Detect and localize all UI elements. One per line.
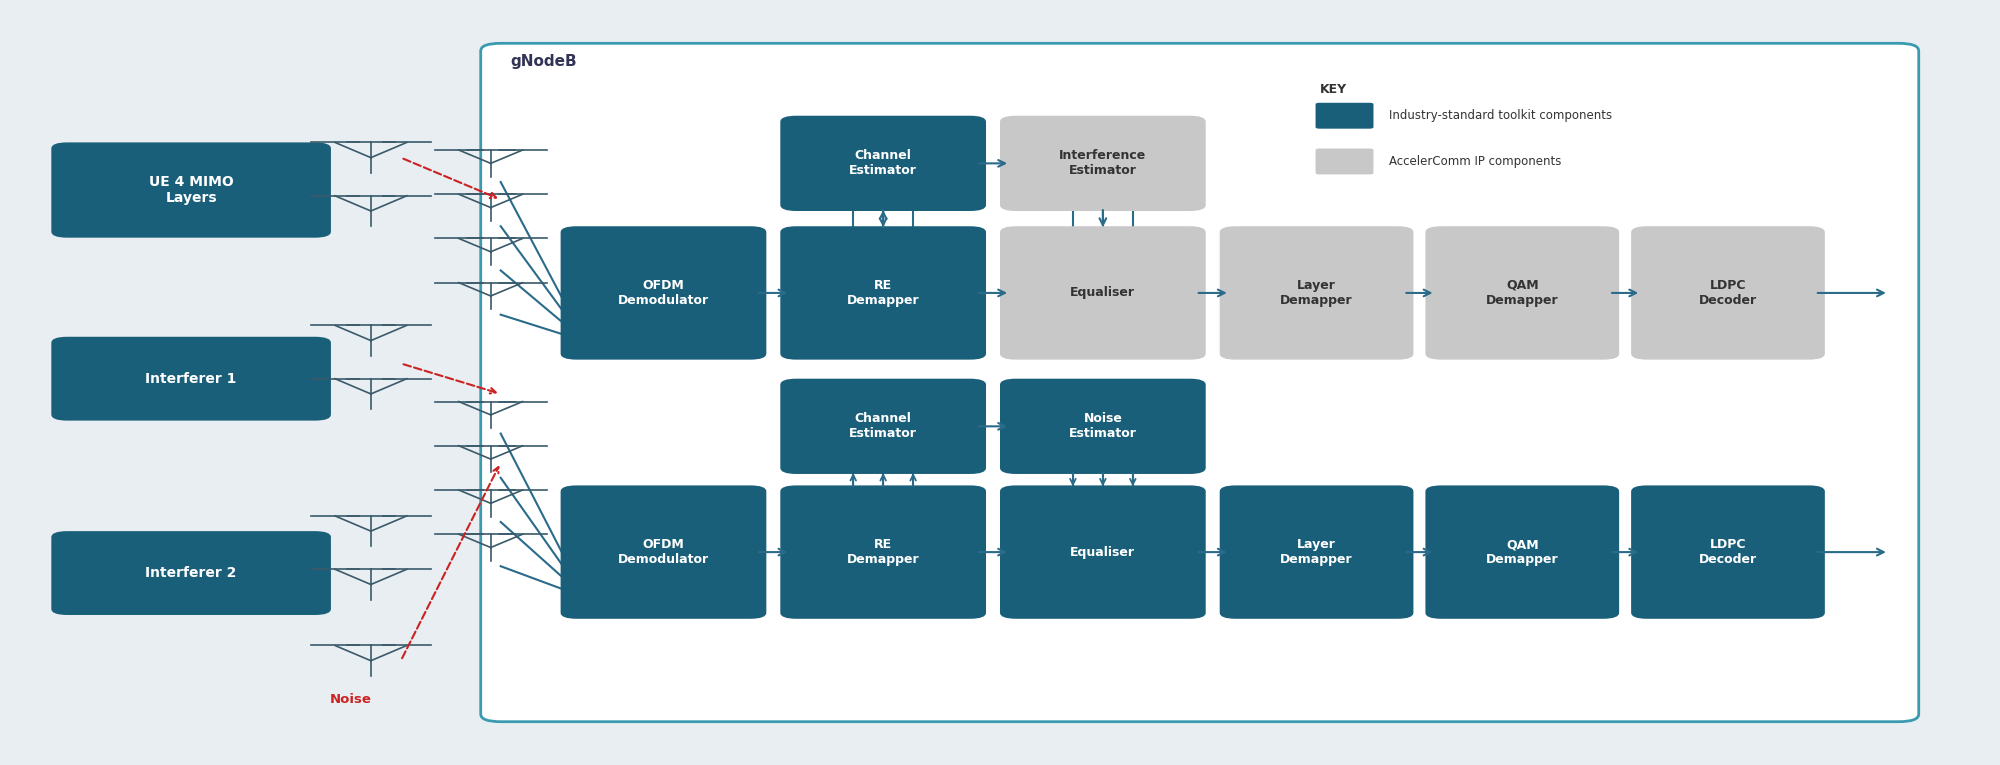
Text: Channel
Estimator: Channel Estimator (850, 412, 918, 441)
FancyBboxPatch shape (1316, 103, 1374, 129)
FancyBboxPatch shape (1220, 486, 1414, 619)
Text: Interferer 1: Interferer 1 (146, 372, 236, 386)
Text: Layer
Demapper: Layer Demapper (1280, 538, 1352, 566)
FancyBboxPatch shape (780, 379, 986, 474)
Text: Interferer 2: Interferer 2 (146, 566, 236, 580)
Text: RE
Demapper: RE Demapper (846, 538, 920, 566)
FancyBboxPatch shape (1426, 226, 1620, 360)
Text: LDPC
Decoder: LDPC Decoder (1698, 538, 1758, 566)
Text: UE 4 MIMO
Layers: UE 4 MIMO Layers (148, 175, 234, 205)
FancyBboxPatch shape (52, 337, 330, 421)
FancyBboxPatch shape (1000, 116, 1206, 211)
FancyBboxPatch shape (1000, 486, 1206, 619)
FancyBboxPatch shape (1426, 486, 1620, 619)
Text: RE
Demapper: RE Demapper (846, 279, 920, 307)
Text: KEY: KEY (1320, 83, 1346, 96)
FancyBboxPatch shape (480, 44, 1918, 721)
Text: QAM
Demapper: QAM Demapper (1486, 279, 1558, 307)
Text: Interference
Estimator: Interference Estimator (1060, 149, 1146, 177)
Text: LDPC
Decoder: LDPC Decoder (1698, 279, 1758, 307)
Text: Layer
Demapper: Layer Demapper (1280, 279, 1352, 307)
FancyBboxPatch shape (560, 226, 766, 360)
FancyBboxPatch shape (52, 531, 330, 615)
Text: Noise: Noise (330, 692, 372, 705)
Text: Equaliser: Equaliser (1070, 545, 1136, 558)
Text: AccelerComm IP components: AccelerComm IP components (1390, 155, 1562, 168)
Text: Noise
Estimator: Noise Estimator (1068, 412, 1136, 441)
FancyBboxPatch shape (52, 142, 330, 238)
Text: OFDM
Demodulator: OFDM Demodulator (618, 279, 710, 307)
FancyBboxPatch shape (1220, 226, 1414, 360)
FancyBboxPatch shape (780, 226, 986, 360)
Text: QAM
Demapper: QAM Demapper (1486, 538, 1558, 566)
FancyBboxPatch shape (560, 486, 766, 619)
Text: Industry-standard toolkit components: Industry-standard toolkit components (1390, 109, 1612, 122)
FancyBboxPatch shape (1000, 379, 1206, 474)
FancyBboxPatch shape (780, 486, 986, 619)
Text: OFDM
Demodulator: OFDM Demodulator (618, 538, 710, 566)
Text: gNodeB: gNodeB (510, 54, 578, 69)
FancyBboxPatch shape (1632, 486, 1824, 619)
FancyBboxPatch shape (1632, 226, 1824, 360)
FancyBboxPatch shape (1000, 226, 1206, 360)
Text: Equaliser: Equaliser (1070, 286, 1136, 299)
FancyBboxPatch shape (1316, 148, 1374, 174)
FancyBboxPatch shape (780, 116, 986, 211)
Text: Channel
Estimator: Channel Estimator (850, 149, 918, 177)
